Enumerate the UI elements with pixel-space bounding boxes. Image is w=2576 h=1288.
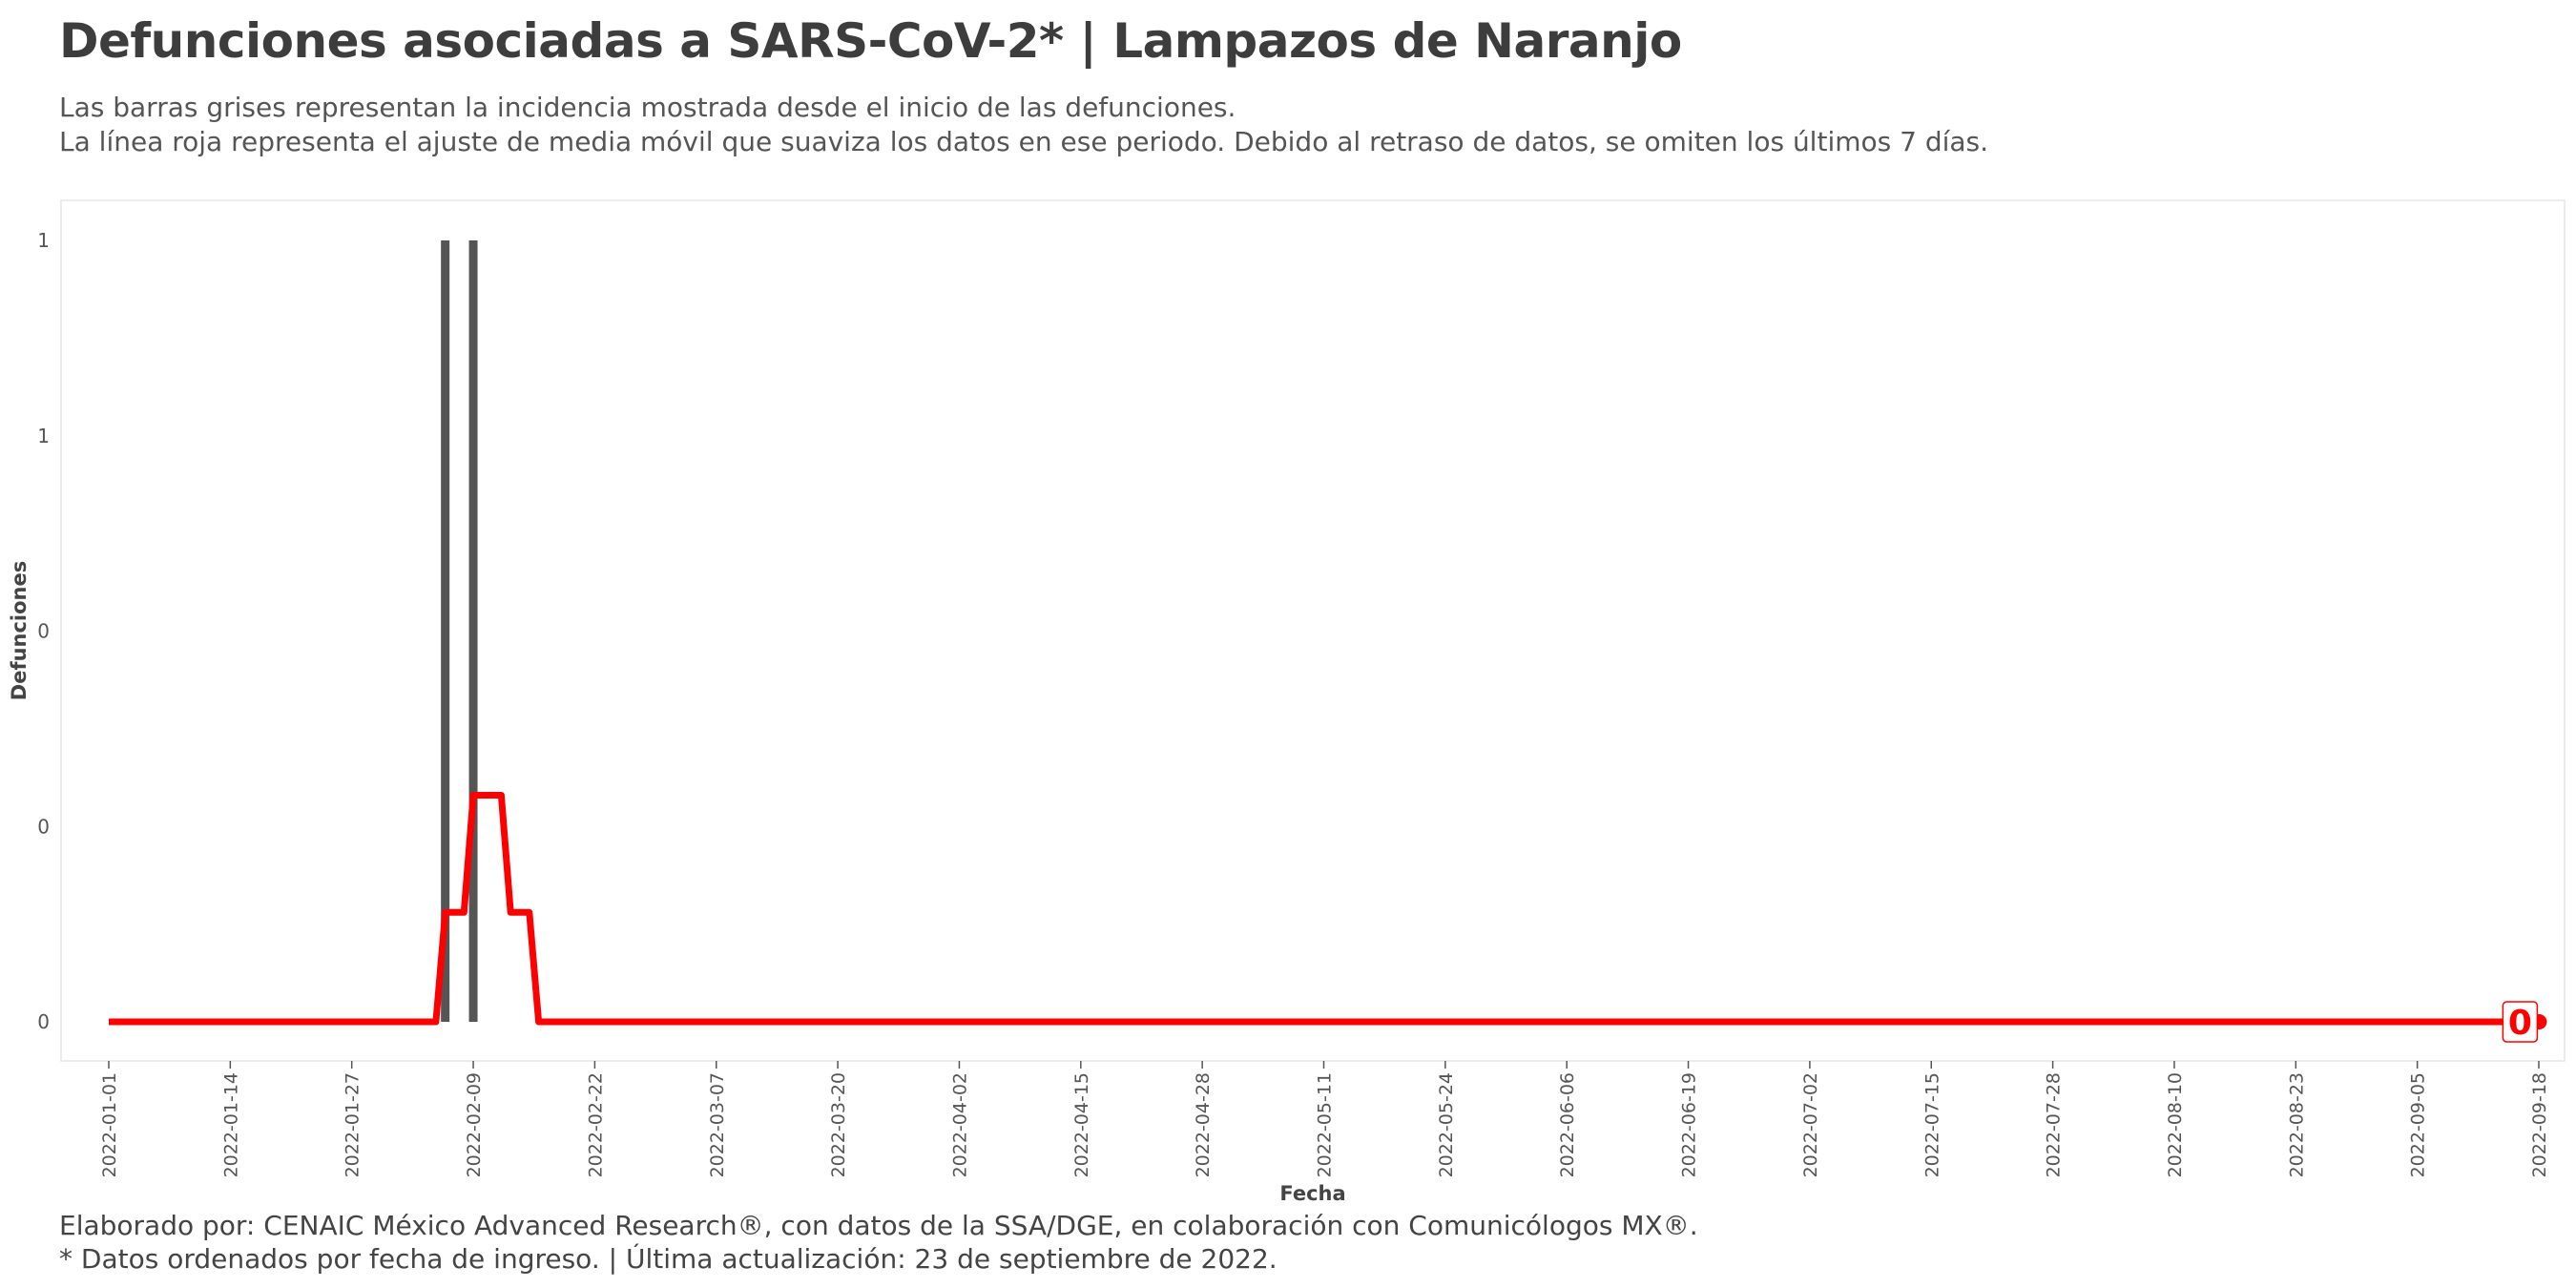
x-axis-title: Fecha xyxy=(1279,1182,1345,1205)
x-tick-label: 2022-06-06 xyxy=(1557,1072,1578,1177)
x-tick-label: 2022-07-28 xyxy=(2044,1072,2065,1177)
moving-average-line xyxy=(109,792,2521,1026)
y-tick-label: 1 xyxy=(37,229,50,252)
x-tick-label: 2022-01-14 xyxy=(220,1072,241,1177)
x-tick-label: 2022-08-10 xyxy=(2165,1072,2186,1177)
end-value-label: 0 xyxy=(2508,1004,2532,1043)
x-tick-label: 2022-02-09 xyxy=(464,1072,485,1177)
x-axis-ticks: 2022-01-01 2022-01-14 2022-01-27 2022-02-09… xyxy=(99,1061,2550,1177)
x-tick-label: 2022-08-23 xyxy=(2286,1072,2307,1177)
x-tick-label: 2022-07-15 xyxy=(1922,1072,1942,1177)
chart-title: Defunciones asociadas a SARS-CoV-2* | La… xyxy=(59,13,1682,69)
y-tick-label: 1 xyxy=(37,425,50,447)
x-tick-label: 2022-01-27 xyxy=(343,1072,364,1177)
y-tick-label: 0 xyxy=(37,815,50,838)
x-tick-label: 2022-03-20 xyxy=(828,1072,849,1177)
caption-line-1: Elaborado por: CENAIC México Advanced Re… xyxy=(59,1210,1698,1241)
x-tick-label: 2022-09-18 xyxy=(2529,1072,2550,1177)
y-tick-label: 0 xyxy=(37,620,50,643)
x-tick-label: 2022-05-11 xyxy=(1315,1072,1336,1177)
x-tick-label: 2022-07-02 xyxy=(1800,1072,1821,1177)
x-tick-label: 2022-06-19 xyxy=(1679,1072,1700,1177)
bar xyxy=(441,240,450,1022)
caption-line-2: * Datos ordenados por fecha de ingreso. … xyxy=(59,1243,1278,1275)
y-axis-title: Defunciones xyxy=(8,561,31,700)
plot-panel xyxy=(60,199,2566,1062)
end-marker: 0 xyxy=(2502,1001,2547,1043)
x-tick-label: 2022-09-05 xyxy=(2408,1072,2429,1177)
chart-subtitle-line-2: La línea roja representa el ajuste de me… xyxy=(59,126,1989,157)
end-label-box xyxy=(2502,1001,2539,1043)
x-tick-label: 2022-04-28 xyxy=(1193,1072,1214,1177)
bar xyxy=(468,240,478,1022)
x-tick-label: 2022-05-24 xyxy=(1436,1072,1457,1177)
x-tick-label: 2022-04-15 xyxy=(1071,1072,1092,1177)
x-tick-label: 2022-04-02 xyxy=(949,1072,970,1177)
x-tick-label: 2022-03-07 xyxy=(707,1072,728,1177)
bar-series xyxy=(441,240,478,1022)
x-tick-label: 2022-02-22 xyxy=(585,1072,606,1177)
x-tick-label: 2022-01-01 xyxy=(99,1072,120,1177)
y-tick-label: 0 xyxy=(37,1010,50,1033)
chart-subtitle-line-1: Las barras grises representan la inciden… xyxy=(59,92,1236,123)
y-axis-ticks: 0 0 0 1 1 xyxy=(37,229,50,1033)
